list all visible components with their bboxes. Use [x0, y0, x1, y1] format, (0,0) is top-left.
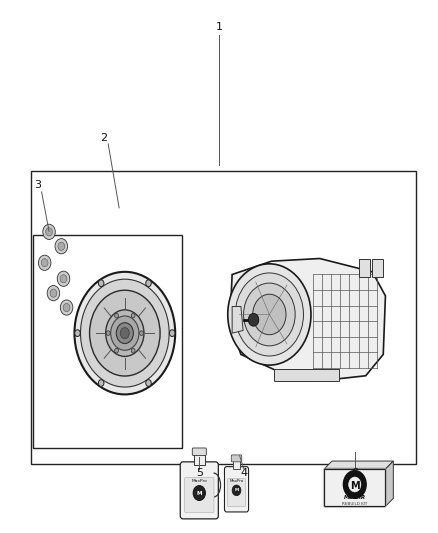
Text: M: M — [234, 488, 239, 492]
Text: 3: 3 — [34, 181, 41, 190]
Circle shape — [55, 239, 67, 254]
Circle shape — [248, 313, 259, 326]
Bar — [372, 259, 383, 277]
Text: REBUILD KIT: REBUILD KIT — [342, 502, 367, 506]
Circle shape — [106, 310, 144, 357]
Text: 5: 5 — [196, 468, 203, 478]
FancyBboxPatch shape — [228, 479, 246, 506]
Circle shape — [39, 255, 51, 270]
Text: 2: 2 — [100, 133, 107, 142]
Circle shape — [146, 280, 151, 287]
Circle shape — [81, 279, 169, 387]
Polygon shape — [385, 461, 393, 506]
Bar — [33, 235, 182, 448]
Circle shape — [228, 264, 311, 365]
Circle shape — [131, 313, 135, 318]
FancyBboxPatch shape — [225, 467, 249, 512]
Circle shape — [120, 328, 129, 338]
Circle shape — [46, 228, 53, 236]
Circle shape — [131, 348, 135, 353]
Text: M: M — [197, 490, 202, 496]
Circle shape — [111, 316, 139, 350]
FancyBboxPatch shape — [185, 478, 214, 513]
Circle shape — [253, 294, 286, 335]
Polygon shape — [324, 461, 393, 469]
Circle shape — [75, 330, 80, 336]
Polygon shape — [230, 259, 385, 381]
Circle shape — [146, 379, 151, 386]
Circle shape — [99, 379, 104, 386]
Bar — [233, 459, 240, 470]
Circle shape — [74, 272, 175, 394]
Circle shape — [140, 331, 143, 335]
Circle shape — [116, 322, 134, 344]
Circle shape — [63, 303, 70, 312]
Bar — [324, 469, 385, 506]
Circle shape — [60, 300, 73, 315]
Circle shape — [244, 283, 295, 346]
Circle shape — [170, 330, 175, 336]
Circle shape — [43, 224, 55, 239]
Circle shape — [349, 477, 361, 492]
Bar — [359, 259, 370, 277]
Circle shape — [89, 290, 160, 376]
Circle shape — [232, 485, 241, 496]
Bar — [31, 171, 416, 464]
Circle shape — [47, 286, 60, 301]
Text: 6: 6 — [351, 468, 358, 478]
Circle shape — [115, 348, 118, 353]
Text: 4: 4 — [240, 468, 247, 478]
Text: MaxPro: MaxPro — [230, 479, 244, 483]
Circle shape — [235, 273, 304, 356]
Circle shape — [60, 274, 67, 283]
FancyBboxPatch shape — [192, 448, 206, 455]
Circle shape — [58, 242, 65, 251]
Circle shape — [115, 313, 118, 318]
Circle shape — [343, 471, 366, 498]
Text: MaxPro: MaxPro — [191, 479, 207, 483]
Text: 1: 1 — [215, 22, 223, 31]
Circle shape — [193, 486, 205, 500]
Bar — [274, 369, 339, 381]
Circle shape — [99, 280, 104, 287]
FancyBboxPatch shape — [231, 455, 242, 462]
Text: MOPAR: MOPAR — [344, 495, 366, 500]
Circle shape — [106, 331, 110, 335]
Circle shape — [41, 259, 48, 267]
Polygon shape — [232, 306, 243, 333]
Bar — [194, 453, 205, 465]
Text: M: M — [350, 481, 360, 490]
Circle shape — [50, 289, 57, 297]
FancyBboxPatch shape — [180, 462, 218, 519]
Circle shape — [57, 271, 70, 286]
